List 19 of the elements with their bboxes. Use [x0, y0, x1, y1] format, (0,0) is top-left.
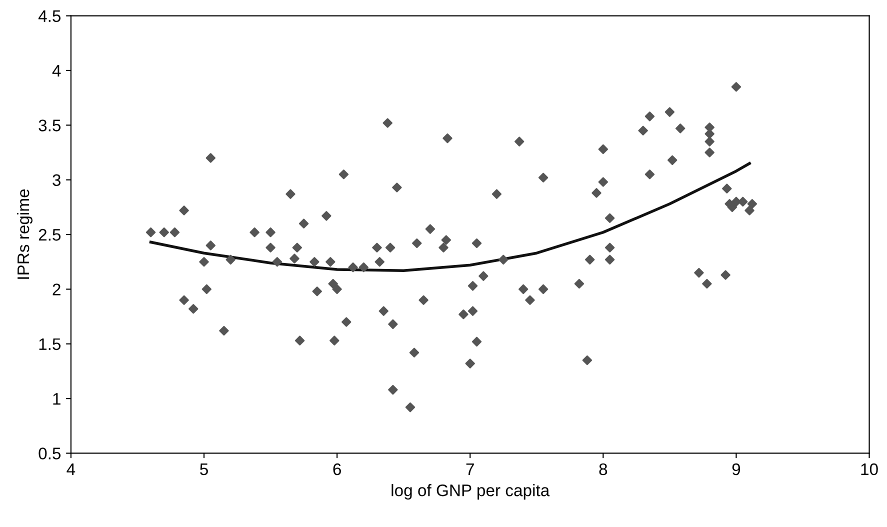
y-tick-label: 1.5: [39, 338, 61, 350]
y-axis-title: IPRs regime: [16, 189, 33, 279]
y-tick-label: 4: [52, 65, 61, 77]
y-tick-label: 0.5: [38, 448, 61, 460]
y-tick-label: 2.5: [38, 228, 61, 241]
x-tick-label: 10: [861, 463, 878, 476]
line-series: [149, 162, 751, 272]
x-tick-label: 7: [466, 464, 474, 476]
y-tick-label: 1: [53, 393, 60, 405]
x-axis-title: log of GNP per capita: [392, 484, 550, 500]
x-tick-label: 4: [66, 464, 76, 476]
x-tick-label: 9: [732, 463, 740, 476]
y-tick-label: 2: [52, 284, 60, 296]
x-tick-label: 6: [333, 463, 341, 476]
y-tick-label: 4.5: [38, 10, 61, 22]
y-tick-label: 3: [52, 174, 61, 186]
x-tick-label: 8: [599, 463, 608, 476]
x-tick-label: 5: [200, 464, 208, 476]
y-tick-label: 3.5: [38, 120, 61, 132]
